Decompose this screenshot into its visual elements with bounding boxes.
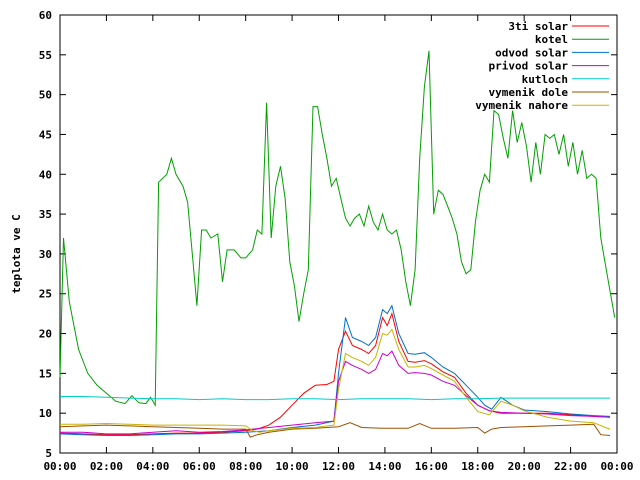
x-tick-label: 20:00 — [508, 460, 541, 473]
legend-label-7: vymenik nahore — [475, 99, 568, 112]
legend-label-1: 3ti solar — [508, 20, 568, 33]
series-line-7 — [60, 328, 611, 433]
y-tick-label: 15 — [39, 367, 52, 380]
y-tick-label: 30 — [39, 248, 52, 261]
legend-label-4: privod solar — [489, 60, 569, 73]
y-tick-label: 25 — [39, 288, 52, 301]
y-tick-label: 35 — [39, 208, 52, 221]
x-tick-label: 00:00 — [600, 460, 633, 473]
series-line-6 — [59, 422, 611, 438]
y-tick-label: 45 — [39, 128, 52, 141]
series-line-4 — [60, 350, 611, 435]
x-axis-ticks: 00:00 02:00 04:00 06:00 08:00 10:00 12:00 14:00… — [43, 15, 634, 473]
x-tick-label: 12:00 — [322, 460, 355, 473]
series-line-2 — [59, 50, 616, 407]
x-tick-label: 04:00 — [136, 460, 169, 473]
legend-label-3: odvod solar — [495, 46, 568, 59]
x-tick-label: 22:00 — [554, 460, 587, 473]
x-tick-label: 18:00 — [461, 460, 494, 473]
y-tick-label: 50 — [39, 89, 52, 102]
x-tick-label: 00:00 — [43, 460, 76, 473]
x-tick-label: 06:00 — [183, 460, 216, 473]
x-tick-label: 10:00 — [276, 460, 309, 473]
legend-label-5: kutloch — [522, 73, 568, 86]
x-tick-label: 02:00 — [90, 460, 123, 473]
y-tick-label: 20 — [39, 328, 52, 341]
series-line-3 — [59, 304, 611, 436]
y-tick-label: 55 — [39, 49, 52, 62]
y-axis-label: teplota ve C — [10, 214, 23, 293]
x-tick-label: 08:00 — [229, 460, 262, 473]
y-tick-label: 10 — [39, 407, 52, 420]
y-axis-ticks: 5 10 15 20 25 30 35 40 45 50 55 60 — [39, 9, 617, 460]
y-tick-label: 60 — [39, 9, 52, 22]
y-tick-label: 40 — [39, 168, 52, 181]
legend-label-2: kotel — [535, 33, 568, 46]
series-lines — [59, 50, 616, 438]
y-tick-label: 5 — [45, 447, 52, 460]
x-tick-label: 14:00 — [368, 460, 401, 473]
legend-label-6: vymenik dole — [489, 86, 569, 99]
x-tick-label: 16:00 — [415, 460, 448, 473]
series-line-5 — [60, 396, 610, 401]
